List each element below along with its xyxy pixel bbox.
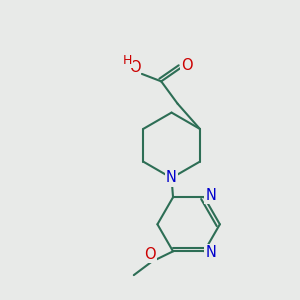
Text: N: N xyxy=(166,170,177,185)
Text: O: O xyxy=(129,61,140,76)
Text: O: O xyxy=(144,247,156,262)
Text: H: H xyxy=(122,54,132,67)
Text: N: N xyxy=(205,188,216,203)
Text: O: O xyxy=(181,58,193,73)
Text: N: N xyxy=(205,245,216,260)
